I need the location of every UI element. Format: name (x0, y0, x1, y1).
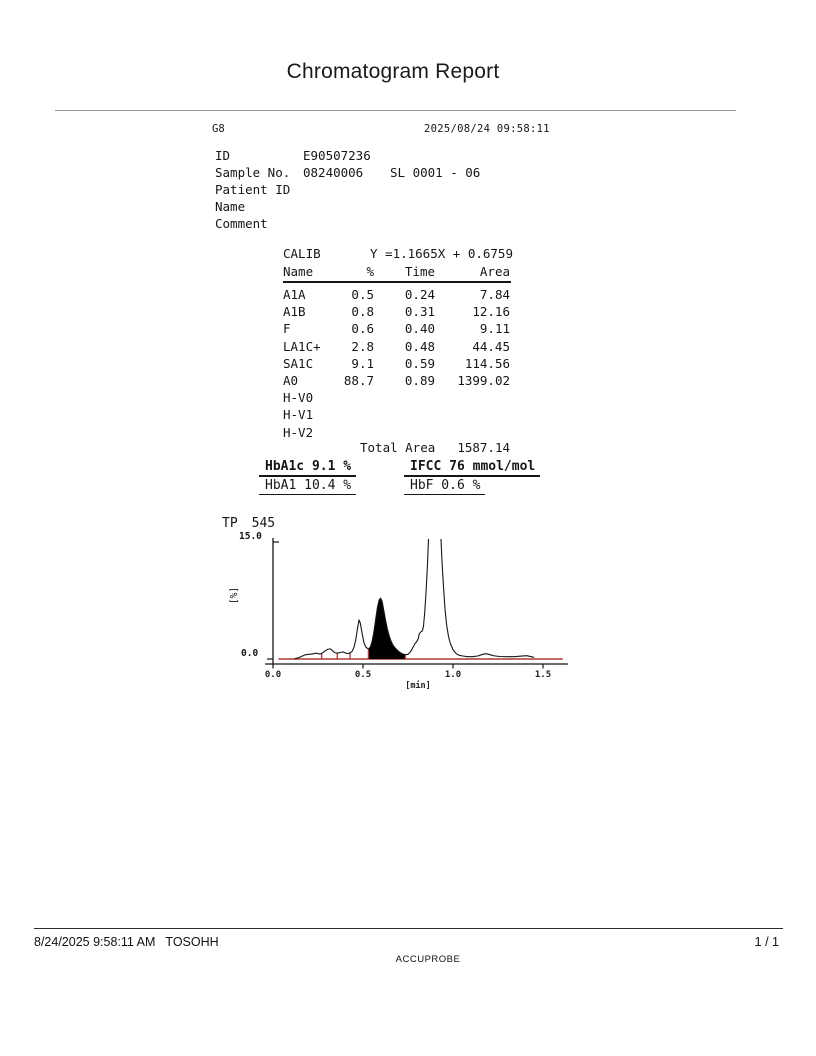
field-row-comment: Comment (215, 215, 635, 232)
x-tick-label: 1.5 (535, 670, 551, 680)
table-cell: 0.89 (404, 372, 435, 388)
calib-row: CALIB Y =1.1665X + 0.6759 (283, 246, 513, 261)
field-label: ID (215, 148, 231, 163)
col-header-percent: % (366, 264, 374, 279)
table-cell: SA1C (283, 355, 314, 371)
peak-table-body: A1A 0.5 0.24 7.84 A1B 0.8 0.31 12.16 F 0.6 0.40 9.1… (283, 286, 510, 441)
field-row-sample-no: Sample No. 08240006 SL 0001 - 06 (215, 164, 635, 181)
table-row: A0 88.7 0.89 1399.02 (283, 372, 510, 389)
field-row-patient-id: Patient ID (215, 181, 635, 198)
col-header-name: Name (283, 264, 314, 279)
table-cell: 0.24 (404, 287, 435, 302)
table-cell (374, 406, 435, 423)
field-label: Patient ID (215, 182, 291, 197)
result-hba1c: HbA1c 9.1 % (259, 459, 357, 477)
table-cell (340, 406, 374, 423)
footer-page-number: 1 / 1 (754, 935, 779, 949)
chromatogram-svg: 0.0 0.5 1.0 1.5 [min] (265, 538, 568, 690)
page-title: Chromatogram Report (286, 60, 500, 83)
x-tick-label: 1.0 (445, 670, 461, 680)
table-cell: 0.48 (404, 338, 435, 354)
col-header-area: Area (479, 264, 510, 279)
table-cell: 12.16 (472, 304, 510, 320)
table-cell: 0.40 (404, 321, 435, 337)
title-divider (55, 110, 736, 111)
y-axis-max-label: 15.0 (239, 531, 262, 542)
table-cell (374, 424, 435, 441)
table-cell: 2.8 (351, 338, 374, 354)
result-hba1: HbA1 10.4 % (259, 478, 357, 495)
field-row-name: Name (215, 198, 635, 215)
total-area-label: Total Area (360, 440, 436, 455)
sample-info: ID E90507236 Sample No. 08240006 SL 0001… (215, 147, 635, 232)
table-cell (374, 389, 435, 406)
table-row: H-V1 (283, 406, 510, 423)
field-value: E90507236 (303, 148, 371, 163)
table-cell: 7.84 (479, 287, 510, 302)
table-row: H-V2 (283, 424, 510, 441)
x-tick-label: 0.5 (355, 670, 371, 680)
table-cell: H-V0 (283, 390, 314, 406)
y-axis-unit-label: [%] (229, 586, 241, 605)
field-label: Comment (215, 216, 268, 231)
table-row: H-V0 (283, 389, 510, 406)
col-header-time: Time (404, 264, 435, 279)
table-cell: 114.56 (464, 355, 510, 371)
table-cell (435, 424, 510, 441)
table-cell: F (283, 321, 291, 337)
footer-divider (34, 928, 783, 929)
table-cell: 0.8 (351, 304, 374, 320)
field-extra: SL 0001 - 06 (390, 165, 481, 180)
field-row-id: ID E90507236 (215, 147, 635, 164)
table-cell: LA1C+ (283, 338, 321, 354)
table-cell (435, 406, 510, 423)
result-hbf: HbF 0.6 % (404, 478, 486, 495)
table-row: A1B 0.8 0.31 12.16 (283, 303, 510, 320)
table-cell: 0.31 (404, 304, 435, 320)
table-cell: A0 (283, 372, 299, 388)
peak-table-header: Name % Time Area (283, 264, 510, 279)
table-row: LA1C+ 2.8 0.48 44.45 (283, 338, 510, 355)
field-value: 08240006 (303, 165, 364, 180)
table-cell: A1B (283, 304, 306, 320)
calib-label: CALIB (283, 246, 321, 261)
table-cell: H-V2 (283, 424, 314, 440)
device-name: G8 (212, 123, 225, 135)
table-row: A1A 0.5 0.24 7.84 (283, 286, 510, 303)
chart-title: TP 545 (222, 516, 276, 531)
total-area-value: 1587.14 (457, 440, 510, 455)
table-header-rule (283, 281, 511, 283)
table-cell (340, 389, 374, 406)
x-axis-unit-label: [min] (405, 680, 431, 690)
table-cell: 9.11 (479, 321, 510, 337)
table-cell: 9.1 (351, 355, 374, 371)
table-cell: 0.59 (404, 355, 435, 371)
table-row: F 0.6 0.40 9.11 (283, 320, 510, 337)
footer-datetime: 8/24/2025 9:58:11 AM TOSOHH (34, 935, 219, 949)
table-cell (435, 389, 510, 406)
y-axis-min-label: 0.0 (241, 648, 259, 659)
table-cell: 44.45 (472, 338, 510, 354)
x-tick-label: 0.0 (265, 670, 281, 680)
calib-equation: Y =1.1665X + 0.6759 (370, 246, 513, 261)
result-ifcc: IFCC 76 mmol/mol (404, 459, 541, 477)
field-label: Sample No. (215, 165, 291, 180)
report-datetime: 2025/08/24 09:58:11 (424, 123, 550, 135)
footer-system: TOSOHH (165, 935, 219, 949)
footer-brand: ACCUPROBE (395, 954, 461, 965)
table-cell: A1A (283, 287, 306, 302)
table-cell: 0.6 (351, 321, 374, 337)
chromatogram-trace (294, 539, 535, 660)
table-cell: 1399.02 (457, 372, 510, 388)
table-cell: 88.7 (343, 372, 374, 388)
table-row: SA1C 9.1 0.59 114.56 (283, 355, 510, 372)
table-cell (340, 424, 374, 441)
field-label: Name (215, 199, 246, 214)
table-cell: 0.5 (351, 287, 374, 302)
table-cell: H-V1 (283, 407, 314, 423)
